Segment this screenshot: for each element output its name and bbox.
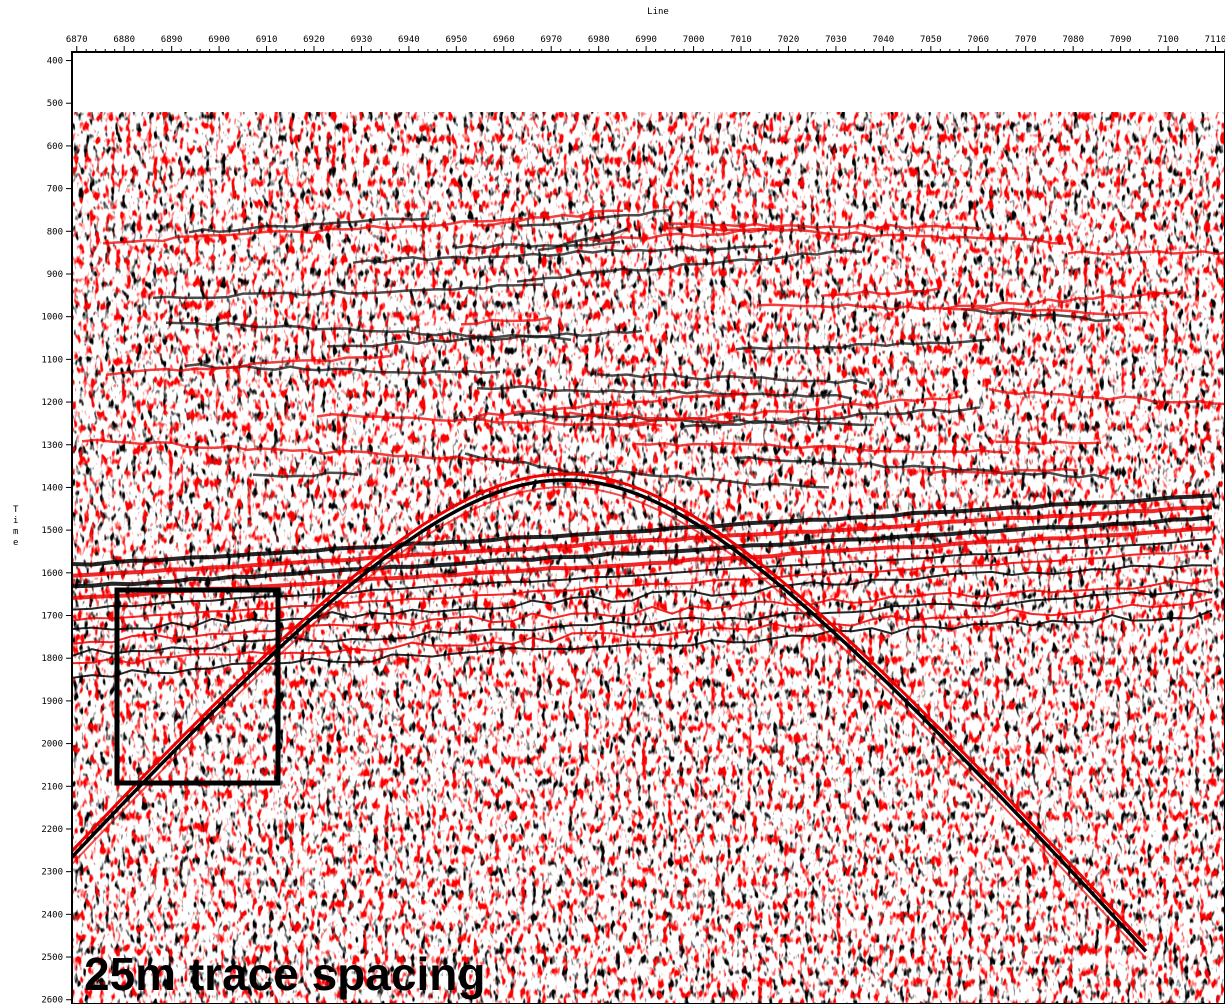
y-tick-label: 2600 [41, 996, 63, 1004]
x-tick-label: 6970 [540, 35, 562, 45]
x-tick-label: 6980 [588, 35, 610, 45]
x-tick-label: 7010 [730, 35, 752, 45]
x-tick-label: 6870 [66, 35, 88, 45]
x-tick-label: 6950 [445, 35, 467, 45]
x-tick-label: 7100 [1157, 35, 1179, 45]
chart: Line 25m trace spacing Time 6870 6880 6890… [0, 0, 1225, 1004]
y-tick-label: 1000 [41, 313, 63, 323]
y-tick-label: 1800 [41, 654, 63, 664]
x-tick-label: 6940 [398, 35, 420, 45]
y-tick-label: 1300 [41, 441, 63, 451]
y-tick-label: 1700 [41, 612, 63, 622]
x-tick-label: 7020 [778, 35, 800, 45]
x-tick-label: 7080 [1062, 35, 1084, 45]
blank-top [72, 52, 1225, 112]
x-tick-label: 7070 [1015, 35, 1037, 45]
x-tick-label: 6930 [351, 35, 373, 45]
x-axis-title: Line [647, 7, 669, 17]
y-tick-label: 1500 [41, 526, 63, 536]
y-tick-label: 400 [47, 57, 63, 67]
y-tick-label: 1200 [41, 398, 63, 408]
y-tick-label: 2300 [41, 868, 63, 878]
y-tick-label: 1600 [41, 569, 63, 579]
x-tick-label: 7090 [1110, 35, 1132, 45]
y-tick-label: 900 [47, 270, 63, 280]
y-tick-label: 1900 [41, 697, 63, 707]
x-tick-label: 7050 [920, 35, 942, 45]
x-tick-label: 6990 [635, 35, 657, 45]
y-tick-label: 2500 [41, 953, 63, 963]
x-tick-label: 6920 [303, 35, 325, 45]
x-tick-label: 7060 [967, 35, 989, 45]
x-tick-label: 6880 [113, 35, 135, 45]
y-tick-label: 800 [47, 227, 63, 237]
y-tick-label: 500 [47, 99, 63, 109]
x-tick-label: 7000 [683, 35, 705, 45]
x-tick-label: 6960 [493, 35, 515, 45]
annotation: 25m trace spacing [84, 948, 485, 1000]
x-tick-label: 6900 [208, 35, 230, 45]
x-tick-label: 6910 [256, 35, 278, 45]
y-tick-label: 600 [47, 142, 63, 152]
y-tick-label: 2400 [41, 910, 63, 920]
y-tick-label: 2000 [41, 740, 63, 750]
page: {"chart_data": {"type": "seismic", "titl… [0, 0, 1225, 1004]
x-tick-label: 7030 [825, 35, 847, 45]
y-tick-label: 2100 [41, 782, 63, 792]
y-tick-label: 700 [47, 185, 63, 195]
y-tick-label: 1100 [41, 355, 63, 365]
x-tick-label: 6890 [161, 35, 183, 45]
y-tick-label: 2200 [41, 825, 63, 835]
seismic-section [72, 52, 1225, 1004]
x-tick-label: 7040 [873, 35, 895, 45]
y-tick-label: 1400 [41, 483, 63, 493]
x-tick-label: 7110 [1205, 35, 1225, 45]
